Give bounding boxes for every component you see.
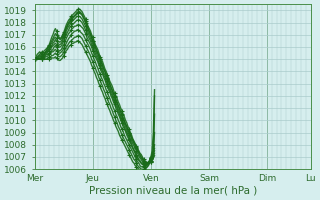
X-axis label: Pression niveau de la mer( hPa ): Pression niveau de la mer( hPa ) — [89, 186, 257, 196]
